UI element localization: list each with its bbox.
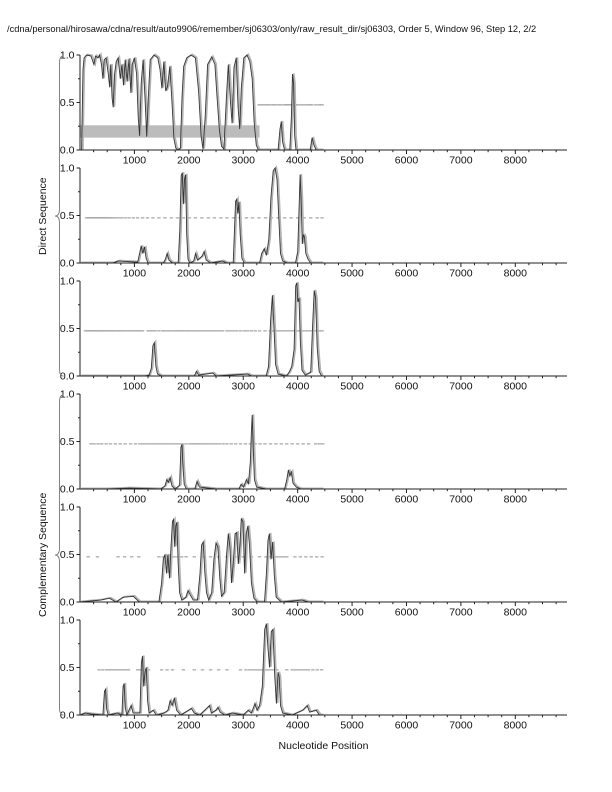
probability-trace-shadow [80,622,324,718]
x-tick-label: 6000 [395,155,419,167]
x-tick-label: 8000 [504,494,528,506]
y-tick-label: 0.0 [60,484,75,496]
x-tick-label: 5000 [340,381,364,393]
x-tick-label: 8000 [504,381,528,393]
x-tick-label: 5000 [340,494,364,506]
x-tick-label: 6000 [395,494,419,506]
x-tick-label: 3000 [232,268,256,280]
x-tick-label: 5000 [340,607,364,619]
complementary-sequence-brace [54,394,64,716]
axes [76,393,567,493]
x-tick-label: 3000 [232,381,256,393]
x-tick-label: 5000 [340,155,364,167]
y-tick-label: 0.0 [60,258,75,270]
x-tick-label: 2000 [177,381,201,393]
x-tick-label: 2000 [177,607,201,619]
y-tick-label: 0.0 [60,597,75,609]
x-axis-label: Nucleotide Position [278,740,369,752]
x-tick-label: 7000 [449,381,473,393]
probability-trace [79,623,323,717]
x-tick-label: 1000 [123,381,147,393]
x-tick-label: 4000 [286,720,310,732]
probability-trace-shadow [81,414,324,490]
y-tick-label: 1.0 [60,50,75,62]
x-tick-label: 7000 [449,494,473,506]
axes [76,280,567,380]
y-tick-label: 0.5 [60,323,75,335]
x-tick-label: 7000 [449,720,473,732]
report-path-header: /cdna/personal/hirosawa/cdna/result/auto… [7,24,537,34]
y-tick-label: 0.0 [60,145,75,157]
x-tick-label: 4000 [286,381,310,393]
x-tick-label: 4000 [286,607,310,619]
y-tick-label: 0.5 [60,549,75,561]
y-tick-label: 0.5 [60,97,75,109]
x-tick-label: 1000 [123,720,147,732]
probability-trace-shadow [81,515,324,603]
axes [76,54,567,154]
probability-trace-shadow [81,165,324,264]
probability-trace-shadow [81,281,324,377]
x-tick-label: 7000 [449,607,473,619]
probability-trace [79,517,323,603]
x-tick-label: 7000 [449,155,473,167]
probability-trace [80,166,323,264]
subplot-frame-6: 1000 2000 3000 4000 5000 6000 7000 8000 0.0 0.5 1.… [60,615,567,732]
x-tick-label: 7000 [449,268,473,280]
complementary-sequence-label: Complementary Sequence [37,492,49,618]
highlight-bar [80,125,260,138]
x-tick-label: 1000 [123,268,147,280]
direct-sequence-brace [54,55,64,377]
y-tick-label: 0.5 [60,210,75,222]
y-tick-label: 1.0 [60,615,75,627]
probability-trace-shadow [82,51,324,151]
x-tick-label: 1000 [123,607,147,619]
probability-trace [81,53,323,151]
x-tick-label: 6000 [395,607,419,619]
y-tick-label: 1.0 [60,276,75,288]
x-tick-label: 1000 [123,494,147,506]
x-tick-label: 8000 [504,720,528,732]
x-tick-label: 2000 [177,268,201,280]
x-tick-label: 2000 [177,720,201,732]
subplot-frame-2: 1000 2000 3000 4000 5000 6000 7000 8000 0.0 0.5 1.… [60,163,567,280]
x-tick-label: 3000 [232,494,256,506]
x-tick-label: 8000 [504,607,528,619]
probability-trace [80,414,323,490]
x-tick-label: 4000 [286,494,310,506]
subplot-frame-1: 1000 2000 3000 4000 5000 6000 7000 8000 0.0 0.5 1.… [60,50,567,167]
axes [76,167,567,267]
y-tick-label: 0.5 [60,662,75,674]
x-tick-label: 4000 [286,155,310,167]
x-tick-label: 1000 [123,155,147,167]
x-tick-label: 8000 [504,268,528,280]
subplot-frame-4: 1000 2000 3000 4000 5000 6000 7000 8000 0.0 0.5 1.… [60,389,567,506]
direct-sequence-label: Direct Sequence [37,177,49,255]
axes [76,619,567,719]
x-tick-label: 5000 [340,268,364,280]
x-tick-label: 6000 [395,381,419,393]
y-tick-label: 0.0 [60,371,75,383]
x-tick-label: 6000 [395,720,419,732]
x-tick-label: 3000 [232,155,256,167]
subplot-frame-3: 1000 2000 3000 4000 5000 6000 7000 8000 0.0 0.5 1.… [60,276,567,393]
y-tick-label: 0.0 [60,710,75,722]
axes [76,506,567,606]
x-tick-label: 2000 [177,155,201,167]
x-tick-label: 8000 [504,155,528,167]
x-tick-label: 3000 [232,720,256,732]
y-tick-label: 1.0 [60,163,75,175]
subplot-frame-5: 1000 2000 3000 4000 5000 6000 7000 8000 0.0 0.5 1.… [60,502,567,619]
x-tick-label: 2000 [177,494,201,506]
x-tick-label: 3000 [232,607,256,619]
y-tick-label: 1.0 [60,389,75,401]
y-tick-label: 1.0 [60,502,75,514]
x-tick-label: 4000 [286,268,310,280]
x-tick-label: 6000 [395,268,419,280]
probability-trace [80,282,323,377]
y-tick-label: 0.5 [60,436,75,448]
x-tick-label: 5000 [340,720,364,732]
